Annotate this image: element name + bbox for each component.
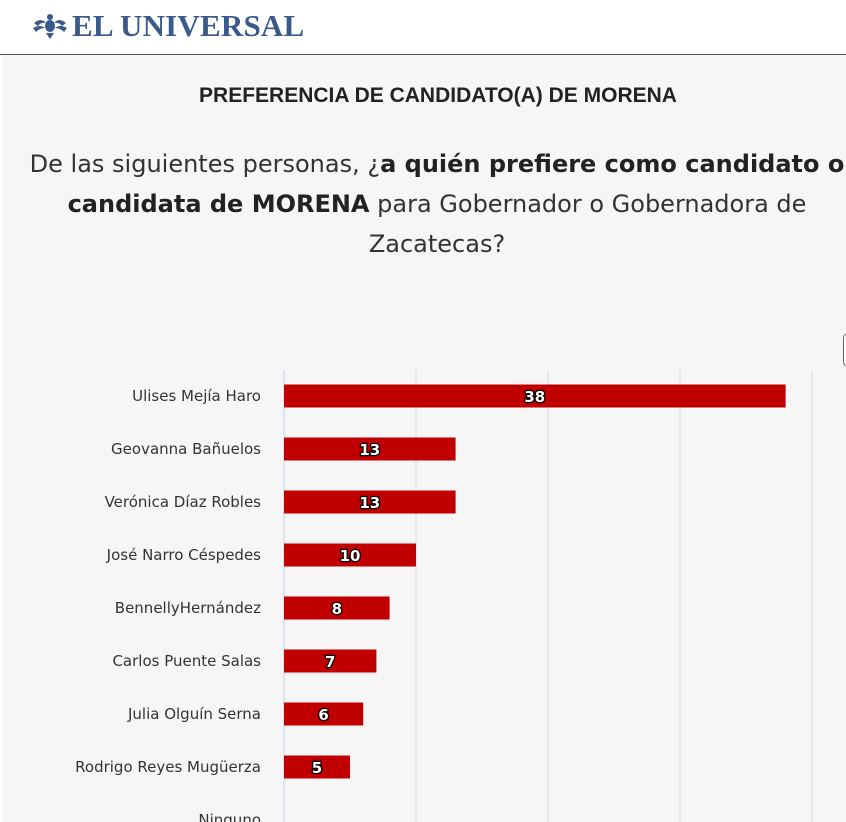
- site-logo[interactable]: EL UNIVERSAL: [32, 8, 304, 44]
- masthead: EL UNIVERSAL: [0, 0, 846, 55]
- subtitle-prefix: De las siguientes personas, ¿: [29, 150, 381, 178]
- category-label: Ulises Mejía Haro: [132, 387, 261, 405]
- data-label: 38: [524, 388, 545, 406]
- data-label: 6: [318, 706, 328, 724]
- bar: [284, 384, 786, 408]
- chart-title: PREFERENCIA DE CANDIDATO(A) DE MORENA: [199, 84, 677, 107]
- subtitle-suffix: para Gobernador o Gobernadora de Zacatec…: [368, 190, 807, 258]
- category-label: Julia Olguín Serna: [127, 705, 261, 723]
- chart-subtitle: De las siguientes personas, ¿a quién pre…: [22, 144, 846, 264]
- logo-text: EL UNIVERSAL: [72, 8, 305, 43]
- bar: [284, 490, 456, 514]
- data-label: 5: [312, 759, 322, 777]
- category-label: Geovanna Bañuelos: [111, 440, 261, 458]
- bar: [284, 596, 390, 620]
- category-label: José Narro Céspedes: [106, 546, 262, 564]
- bar: [284, 702, 364, 726]
- category-label: Carlos Puente Salas: [112, 652, 261, 670]
- data-label: 13: [359, 494, 380, 512]
- category-label: Verónica Díaz Robles: [105, 493, 262, 511]
- data-label: 7: [325, 653, 335, 671]
- data-label: 8: [332, 600, 342, 618]
- bar: [284, 755, 350, 779]
- category-label: BennellyHernández: [115, 599, 261, 617]
- bar: [284, 649, 377, 673]
- category-label: Rodrigo Reyes Mugüerza: [75, 758, 261, 776]
- data-label: 10: [340, 547, 361, 565]
- bar: [284, 437, 456, 461]
- data-label: 13: [359, 441, 380, 459]
- subtitle-bold: a quién prefiere como candidato o candid…: [67, 150, 845, 218]
- eagle-emblem-icon: [33, 14, 67, 39]
- category-label: Ninguno: [198, 811, 261, 822]
- bar: [284, 543, 416, 567]
